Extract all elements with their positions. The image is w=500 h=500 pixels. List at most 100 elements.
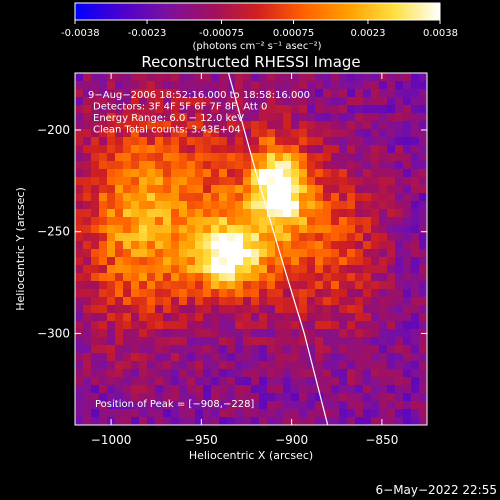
heatmap-cell: [131, 337, 140, 346]
heatmap-cell: [75, 105, 84, 114]
heatmap-cell: [419, 161, 428, 170]
heatmap-cell: [235, 313, 244, 322]
heatmap-cell: [195, 153, 204, 162]
heatmap-cell: [347, 169, 356, 178]
heatmap-cell: [235, 193, 244, 202]
heatmap-cell: [395, 73, 404, 82]
heatmap-cell: [251, 137, 260, 146]
heatmap-cell: [99, 321, 108, 330]
heatmap-cell: [83, 129, 92, 138]
heatmap-cell: [419, 137, 428, 146]
heatmap-cell: [339, 89, 348, 98]
heatmap-cell: [323, 201, 332, 210]
heatmap-cell: [131, 145, 140, 154]
heatmap-cell: [107, 353, 116, 362]
heatmap-cell: [219, 241, 228, 250]
heatmap-cell: [371, 121, 380, 130]
colorbar: -0.0038 -0.0023 -0.00075 0.00075 0.0023 0.003…: [61, 3, 458, 52]
heatmap-cell: [355, 281, 364, 290]
heatmap-cell: [403, 313, 412, 322]
heatmap-cell: [123, 289, 132, 298]
heatmap-cell: [331, 377, 340, 386]
heatmap-cell: [411, 297, 420, 306]
heatmap-cell: [331, 417, 340, 426]
heatmap-cell: [307, 185, 316, 194]
heatmap-cell: [179, 209, 188, 218]
heatmap-cell: [227, 337, 236, 346]
heatmap-cell: [203, 81, 212, 90]
colorbar-tick-label: -0.00075: [199, 28, 244, 39]
heatmap-cell: [99, 353, 108, 362]
heatmap-cell: [347, 225, 356, 234]
heatmap-cell: [211, 81, 220, 90]
heatmap-cell: [339, 401, 348, 410]
heatmap-cell: [195, 353, 204, 362]
heatmap-cell: [75, 153, 84, 162]
heatmap-cell: [139, 73, 148, 82]
heatmap-cell: [347, 73, 356, 82]
heatmap-cell: [115, 297, 124, 306]
heatmap-cell: [315, 337, 324, 346]
heatmap-cell: [115, 289, 124, 298]
heatmap-cell: [131, 81, 140, 90]
heatmap-cell: [387, 209, 396, 218]
heatmap-cell: [283, 377, 292, 386]
heatmap-cell: [291, 169, 300, 178]
heatmap-cell: [323, 153, 332, 162]
heatmap-cell: [163, 161, 172, 170]
heatmap-cell: [371, 353, 380, 362]
heatmap-cell: [307, 129, 316, 138]
heatmap-cell: [355, 417, 364, 426]
heatmap-cell: [403, 209, 412, 218]
heatmap-cell: [411, 225, 420, 234]
heatmap-cell: [115, 273, 124, 282]
heatmap-cell: [115, 377, 124, 386]
heatmap-cell: [187, 321, 196, 330]
heatmap-cell: [395, 145, 404, 154]
heatmap-cell: [323, 273, 332, 282]
heatmap-cell: [283, 81, 292, 90]
heatmap-cell: [139, 313, 148, 322]
heatmap-cell: [411, 193, 420, 202]
heatmap-cell: [363, 161, 372, 170]
heatmap-cell: [307, 153, 316, 162]
heatmap-cell: [339, 193, 348, 202]
heatmap-cell: [419, 305, 428, 314]
heatmap-cell: [307, 417, 316, 426]
heatmap-cell: [155, 353, 164, 362]
heatmap-cell: [251, 409, 260, 418]
heatmap-cell: [139, 209, 148, 218]
heatmap-cell: [299, 137, 308, 146]
heatmap-cell: [379, 137, 388, 146]
heatmap-cell: [179, 193, 188, 202]
heatmap-cell: [347, 89, 356, 98]
heatmap-cell: [419, 369, 428, 378]
heatmap-cell: [163, 289, 172, 298]
heatmap-cell: [155, 217, 164, 226]
heatmap-cell: [259, 313, 268, 322]
heatmap-cell: [123, 137, 132, 146]
heatmap-cell: [251, 241, 260, 250]
heatmap-cell: [75, 121, 84, 130]
heatmap-cell: [235, 169, 244, 178]
heatmap-cell: [275, 353, 284, 362]
heatmap-cell: [107, 241, 116, 250]
heatmap-cell: [123, 257, 132, 266]
heatmap-cell: [419, 297, 428, 306]
heatmap-cell: [179, 81, 188, 90]
heatmap-cell: [211, 361, 220, 370]
heatmap-cell: [179, 145, 188, 154]
heatmap-cell: [387, 217, 396, 226]
heatmap-cell: [75, 161, 84, 170]
heatmap-cell: [147, 249, 156, 258]
heatmap-cell: [83, 265, 92, 274]
heatmap-cell: [147, 345, 156, 354]
heatmap-cell: [379, 105, 388, 114]
heatmap-cell: [155, 145, 164, 154]
heatmap-cell: [219, 225, 228, 234]
heatmap-cell: [219, 177, 228, 186]
heatmap-cell: [147, 377, 156, 386]
heatmap-cell: [243, 225, 252, 234]
heatmap-cell: [275, 401, 284, 410]
heatmap-cell: [419, 177, 428, 186]
